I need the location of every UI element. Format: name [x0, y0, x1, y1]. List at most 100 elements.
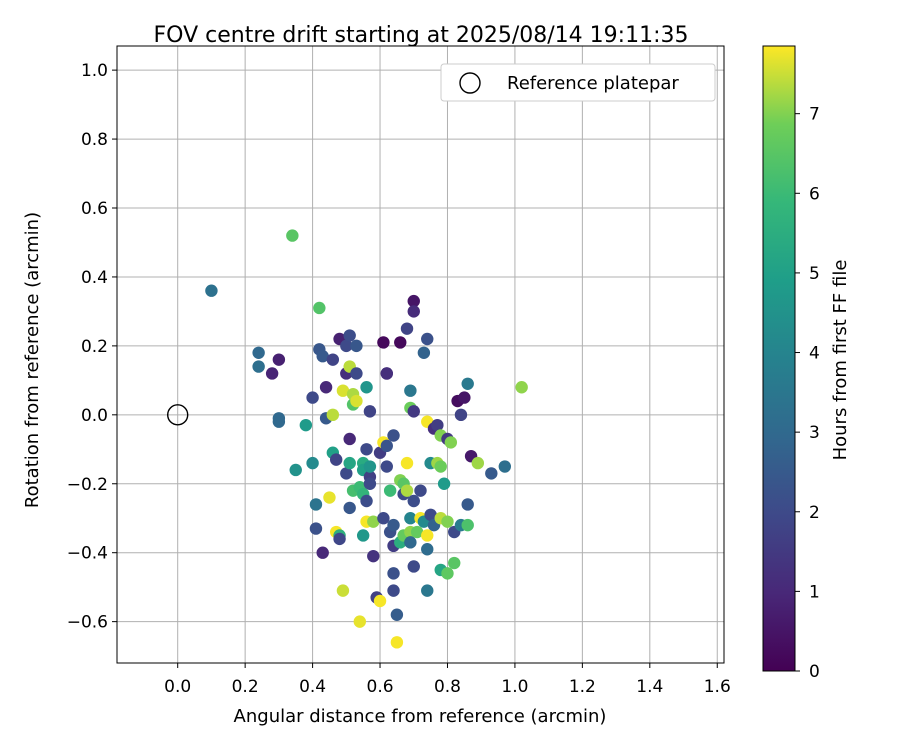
y-tick-label: 0.4: [81, 268, 108, 288]
colorbar-ticks: 0 1 2 3 4 5 6 7: [795, 105, 820, 682]
data-point: [336, 584, 350, 597]
data-point: [407, 560, 420, 573]
y-axis-ticks: −0.6 −0.4 −0.2 0.0 0.2 0.4 0.6 0.8 1.0: [67, 61, 117, 633]
data-point: [323, 491, 336, 504]
data-point: [343, 432, 356, 446]
data-point: [448, 556, 461, 570]
data-point: [309, 522, 323, 535]
data-point: [515, 381, 528, 394]
data-point: [316, 546, 329, 559]
data-point: [407, 294, 420, 308]
data-point: [299, 418, 313, 432]
data-point: [360, 381, 373, 394]
colorbar-tick-label: 4: [809, 344, 820, 364]
data-point: [377, 336, 390, 349]
data-point: [380, 367, 393, 380]
colorbar-label: Hours from first FF file: [830, 260, 851, 461]
reference-marker: [166, 404, 189, 426]
x-tick-label: 0.6: [367, 677, 394, 697]
y-tick-label: 0.8: [81, 130, 108, 150]
data-point: [272, 353, 286, 366]
data-point: [336, 384, 350, 397]
data-point: [424, 508, 437, 521]
x-axis-label: Angular distance from reference (arcmin): [234, 706, 607, 727]
data-point: [461, 518, 474, 532]
y-tick-label: 0.2: [81, 337, 108, 357]
colorbar-gradient: [762, 45, 796, 672]
data-point: [367, 549, 380, 563]
colorbar: 0 1 2 3 4 5 6 7 Hours from first FF file: [762, 45, 851, 682]
data-point: [404, 536, 417, 549]
data-point: [367, 515, 380, 528]
data-point: [380, 439, 393, 453]
data-point: [356, 529, 370, 542]
data-point: [431, 418, 444, 432]
data-point: [343, 456, 356, 470]
data-point: [434, 460, 447, 473]
data-point: [272, 415, 286, 428]
data-point: [444, 436, 458, 449]
data-point: [461, 498, 474, 511]
colorbar-tick-label: 7: [809, 105, 820, 125]
data-point: [387, 518, 400, 532]
data-point: [306, 456, 319, 470]
data-point: [252, 360, 265, 373]
chart-title: FOV centre drift starting at 2025/08/14 …: [154, 23, 689, 48]
y-tick-label: 0.6: [81, 199, 108, 219]
y-tick-label: −0.6: [67, 613, 108, 633]
data-point: [400, 322, 414, 335]
legend-label: Reference platepar: [507, 73, 679, 94]
y-axis-label: Rotation from reference (arcmin): [22, 212, 43, 508]
colorbar-tick-label: 6: [809, 184, 820, 204]
data-point: [387, 567, 400, 580]
data-point: [343, 329, 356, 342]
data-point: [380, 460, 393, 473]
data-point: [363, 405, 377, 418]
x-tick-label: 0.4: [299, 677, 326, 697]
data-point: [394, 336, 407, 349]
data-point: [485, 467, 498, 480]
data-point: [350, 339, 363, 353]
data-point: [421, 584, 434, 597]
data-point: [350, 367, 363, 380]
data-point: [340, 467, 353, 480]
data-point: [461, 377, 474, 390]
data-point: [363, 477, 377, 490]
data-point: [441, 515, 454, 528]
data-point: [286, 229, 299, 242]
y-tick-label: 0.0: [81, 406, 108, 426]
y-tick-label: −0.2: [67, 475, 108, 495]
data-point: [363, 460, 377, 473]
x-tick-label: 0.8: [434, 677, 461, 697]
colorbar-tick-label: 2: [809, 503, 820, 523]
x-tick-label: 0.2: [232, 677, 259, 697]
data-point: [316, 350, 329, 363]
data-point: [333, 532, 346, 546]
data-point: [306, 391, 319, 404]
data-point: [313, 301, 326, 315]
data-point: [404, 384, 417, 397]
data-point: [265, 367, 279, 380]
y-tick-label: −0.4: [67, 544, 108, 564]
data-point: [309, 498, 323, 511]
data-point: [340, 339, 353, 353]
data-point: [437, 477, 451, 490]
colorbar-tick-label: 5: [809, 264, 820, 284]
x-axis-ticks: 0.0 0.2 0.4 0.6 0.8 1.0 1.2 1.4 1.6: [164, 663, 731, 697]
data-point: [407, 494, 420, 508]
grid-lines: [117, 46, 724, 663]
data-point: [360, 443, 373, 456]
data-point: [400, 456, 414, 470]
data-point: [390, 636, 404, 649]
data-point: [353, 615, 366, 628]
data-point: [410, 525, 424, 539]
data-point: [329, 453, 343, 466]
data-point: [373, 594, 387, 608]
legend-open-circle-icon: [459, 72, 481, 94]
data-point: [458, 391, 471, 404]
data-point: [390, 608, 404, 621]
colorbar-tick-label: 3: [809, 423, 820, 443]
data-point: [343, 501, 356, 515]
data-point: [454, 408, 468, 422]
